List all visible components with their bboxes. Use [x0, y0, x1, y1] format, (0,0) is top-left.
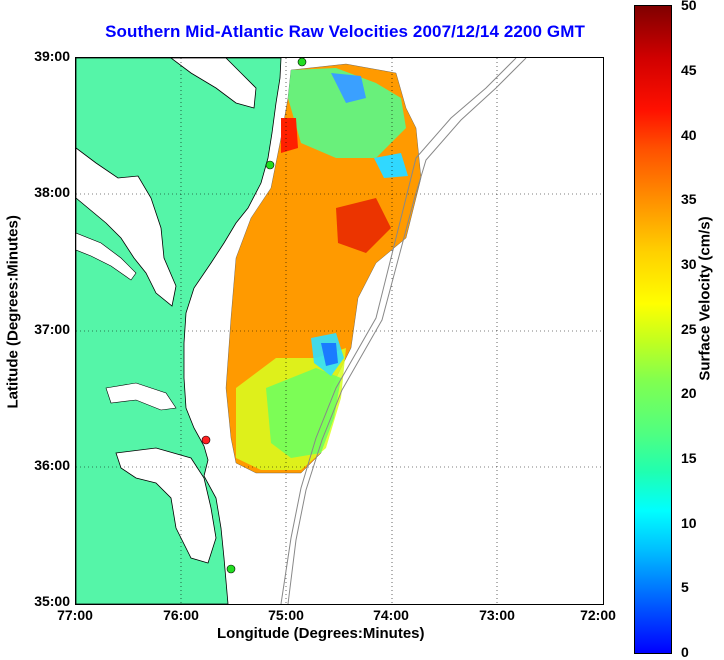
velocity-patch-north-blue: [331, 73, 366, 103]
colorbar-tick-label: 20: [681, 385, 697, 401]
velocity-patch-north-green: [288, 68, 406, 158]
chesapeake-bay: [76, 147, 177, 307]
colorbar-tick-label: 30: [681, 256, 697, 272]
station-active-mid[interactable]: [265, 160, 275, 170]
x-tick-label: 73:00: [479, 607, 515, 623]
pamlico-sound: [115, 447, 217, 564]
colorbar: [634, 5, 672, 654]
velocity-patch-green: [266, 368, 341, 458]
colorbar-tick-label: 25: [681, 321, 697, 337]
station-inactive[interactable]: [201, 435, 211, 445]
colorbar-title: Surface Velocity (cm/s): [696, 216, 714, 381]
x-tick-label: 75:00: [268, 607, 304, 623]
colorbar-tick-label: 5: [681, 579, 689, 595]
velocity-patch-blue: [321, 343, 338, 366]
colorbar-tick-label: 35: [681, 191, 697, 207]
x-tick-label: 74:00: [373, 607, 409, 623]
colorbar-tick-label: 10: [681, 515, 697, 531]
y-tick-label: 37:00: [34, 321, 70, 337]
y-axis-title: Latitude (Degrees:Minutes): [4, 215, 22, 409]
velocity-patch-red-2: [281, 118, 298, 153]
velocity-patch-red: [336, 198, 391, 253]
bathymetry-contours: [280, 58, 527, 604]
y-tick-label: 36:00: [34, 457, 70, 473]
y-tick-label: 39:00: [34, 48, 70, 64]
x-tick-label: 76:00: [163, 607, 199, 623]
potomac-river: [76, 232, 137, 281]
x-axis-title: Longitude (Degrees:Minutes): [217, 625, 425, 642]
map-svg: [76, 58, 603, 604]
coastal-river: [105, 382, 177, 411]
y-tick-label: 38:00: [34, 184, 70, 200]
y-tick-label: 35:00: [34, 593, 70, 609]
colorbar-tick-label: 0: [681, 644, 689, 660]
colorbar-tick-label: 45: [681, 62, 697, 78]
x-tick-label: 77:00: [57, 607, 93, 623]
map-area: [75, 57, 604, 605]
velocity-patch-cyan-2: [374, 153, 408, 178]
station-active-south[interactable]: [226, 564, 236, 574]
station-active-north[interactable]: [297, 58, 307, 67]
colorbar-tick-label: 50: [681, 0, 697, 13]
grid-lines: [76, 58, 603, 604]
map-title: Southern Mid-Atlantic Raw Velocities 200…: [105, 22, 585, 41]
colorbar-tick-label: 40: [681, 127, 697, 143]
delaware-bay: [170, 58, 257, 109]
x-tick-label: 72:00: [580, 607, 616, 623]
colorbar-tick-label: 15: [681, 450, 697, 466]
